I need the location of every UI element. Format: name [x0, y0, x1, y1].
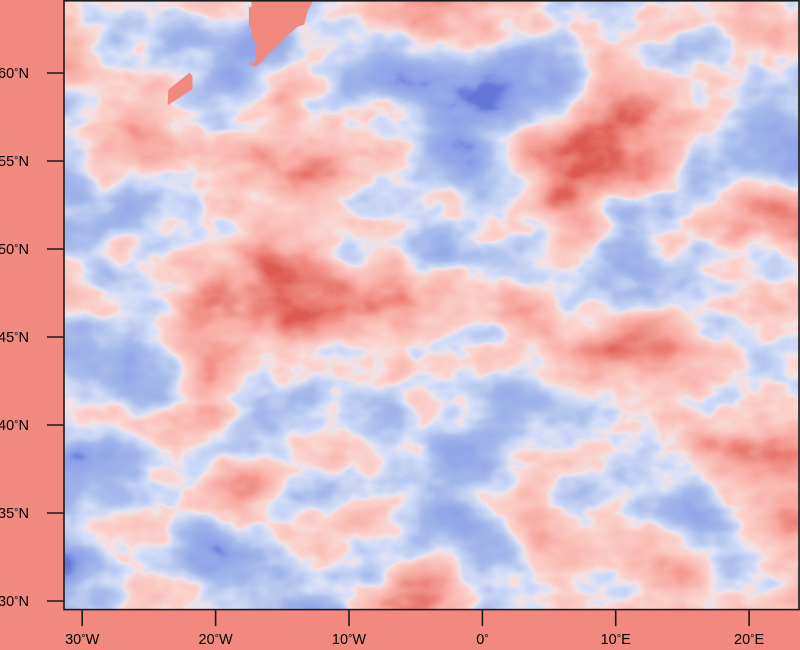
svg-text:20°W: 20°W	[199, 632, 233, 648]
svg-text:0°: 0°	[476, 632, 488, 648]
svg-text:60°N: 60°N	[0, 66, 29, 82]
svg-text:10°E: 10°E	[601, 632, 631, 648]
svg-text:30°W: 30°W	[65, 632, 99, 648]
svg-text:10°W: 10°W	[332, 632, 366, 648]
svg-text:55°N: 55°N	[0, 154, 29, 170]
svg-text:35°N: 35°N	[0, 506, 29, 522]
svg-text:40°N: 40°N	[0, 418, 29, 434]
svg-text:20°E: 20°E	[734, 632, 764, 648]
svg-text:45°N: 45°N	[0, 330, 29, 346]
svg-text:50°N: 50°N	[0, 242, 29, 258]
svg-text:30°N: 30°N	[0, 594, 29, 610]
